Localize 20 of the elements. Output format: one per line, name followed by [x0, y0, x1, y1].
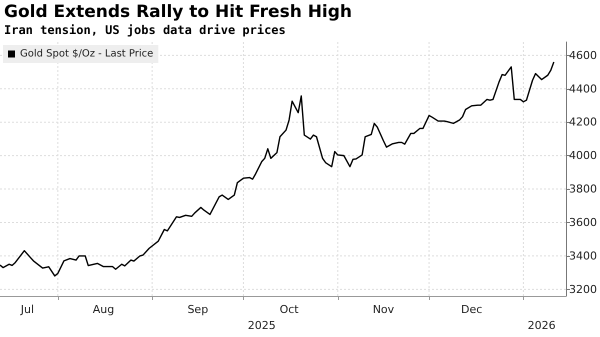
- y-tick-label: 3200: [569, 282, 598, 296]
- y-tick-label: 3400: [569, 249, 598, 262]
- x2-tick-label: 2026: [528, 319, 556, 332]
- x-tick-label: Oct: [280, 303, 300, 316]
- x-tick-label: Aug: [92, 303, 114, 316]
- y-tick-label: 4200: [569, 116, 598, 129]
- y-tick-label: 3800: [569, 182, 598, 196]
- y-tick-label: 4600: [569, 48, 598, 62]
- x-tick-label: Dec: [461, 303, 482, 316]
- x-tick-label: Sep: [187, 303, 208, 316]
- chart-title: Gold Extends Rally to Hit Fresh High: [4, 2, 352, 22]
- y-tick-label: 4400: [569, 82, 598, 96]
- y-tick-label: 3600: [569, 216, 598, 229]
- x2-tick-label: 2025: [248, 319, 276, 332]
- x-tick-label: Nov: [372, 303, 395, 316]
- x-tick-label: Jul: [20, 303, 34, 316]
- chart-subtitle: Iran tension, US jobs data drive prices: [4, 23, 286, 37]
- legend-label: Gold Spot $/Oz - Last Price: [20, 48, 154, 60]
- y-tick-label: 4000: [569, 149, 598, 162]
- line-series: [0, 61, 555, 277]
